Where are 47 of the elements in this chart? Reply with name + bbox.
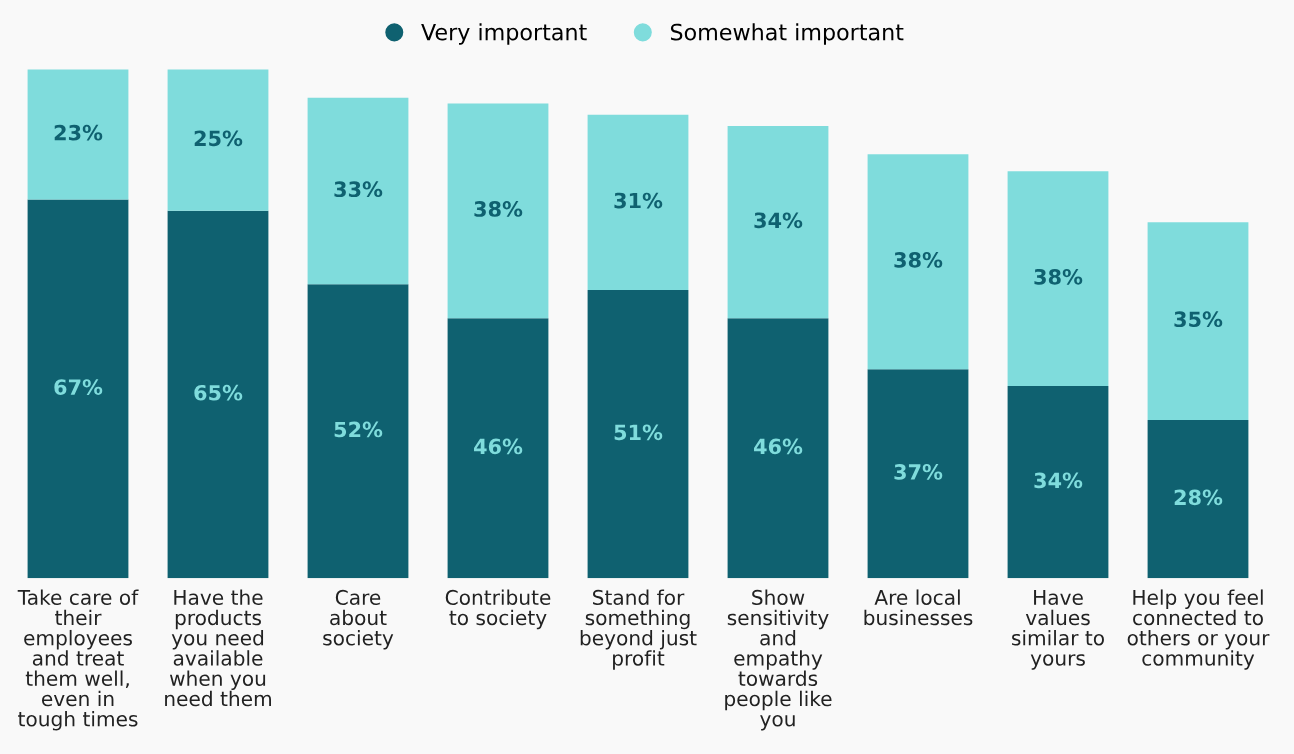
bar <box>587 114 689 290</box>
data-label: 34% <box>1034 472 1083 489</box>
x-tick-label: Have the products you need available when you need them <box>165 589 271 707</box>
data-label: 31% <box>614 192 663 209</box>
data-label: 37% <box>894 464 943 480</box>
bar <box>867 369 969 579</box>
data-label: 67% <box>54 379 103 395</box>
bar <box>727 318 829 579</box>
x-tick-label: Help you feel connected to others or your community <box>1127 589 1270 670</box>
bar <box>27 199 129 579</box>
bar <box>447 318 549 579</box>
data-label: 38% <box>894 251 943 268</box>
data-label: 35% <box>1174 311 1223 328</box>
x-tick-label: Have values similar to yours <box>1012 590 1104 670</box>
x-tick-label: Care about society <box>323 589 394 650</box>
x-tick-label: Contribute to society <box>445 589 551 630</box>
legend-label: Very important <box>421 23 587 45</box>
data-label: 46% <box>474 438 523 455</box>
data-label: 46% <box>754 438 803 455</box>
bar <box>1007 386 1109 579</box>
bar <box>1147 222 1249 421</box>
data-label: 33% <box>334 181 383 198</box>
bar <box>867 154 969 370</box>
bar <box>167 69 269 211</box>
x-tick-label: Take care of their employees and treat them well, even in tough times <box>17 589 139 731</box>
data-label: 51% <box>614 424 663 441</box>
data-label: 38% <box>474 201 523 217</box>
bar <box>167 210 269 579</box>
x-tick-label: Stand for something beyond just profit <box>580 589 697 670</box>
bar <box>1147 420 1249 579</box>
legend-label: Somewhat important <box>670 23 904 45</box>
bar <box>307 97 409 285</box>
data-label: 38% <box>1034 268 1083 285</box>
bar <box>587 289 689 579</box>
bar <box>727 126 829 319</box>
bar <box>307 284 409 579</box>
bar <box>1007 171 1109 387</box>
data-label: 28% <box>1174 489 1223 506</box>
data-label: 34% <box>754 212 803 229</box>
data-label: 65% <box>194 384 243 401</box>
data-label: 25% <box>194 130 243 147</box>
bar <box>27 69 129 200</box>
data-label: 23% <box>54 124 103 141</box>
x-tick-label: Are local businesses <box>864 589 973 626</box>
bar <box>447 103 549 319</box>
data-label: 52% <box>334 421 383 438</box>
x-tick-label: Show sensitivity and empathy towards people like you <box>725 589 832 731</box>
